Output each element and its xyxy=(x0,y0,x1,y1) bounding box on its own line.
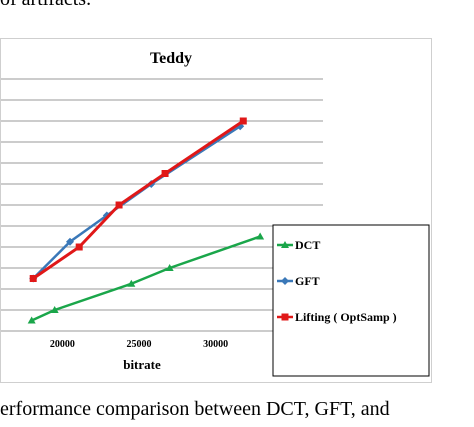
x-tick-label: 30000 xyxy=(203,339,228,350)
data-point xyxy=(256,232,265,240)
data-point xyxy=(165,264,174,271)
teddy-line-chart: Teddy 20000250003000035000 bitrate DCTGF… xyxy=(1,50,430,377)
text-above-chart: of artifacts. xyxy=(0,0,91,11)
data-point xyxy=(66,237,74,246)
legend-marker xyxy=(281,313,289,321)
legend-label: GFT xyxy=(295,274,320,288)
data-point xyxy=(27,316,36,324)
caption-fragment: erformance comparison between DCT, GFT, … xyxy=(0,398,390,420)
legend-label: DCT xyxy=(295,238,320,252)
data-point xyxy=(75,243,83,251)
chart-title: Teddy xyxy=(150,50,192,67)
x-tick-labels: 20000250003000035000 xyxy=(50,339,305,350)
legend-marker xyxy=(281,277,289,285)
legend: DCT GFT Lifting ( OptSamp ) xyxy=(272,224,430,377)
gridlines xyxy=(1,78,323,332)
series-lines xyxy=(27,117,265,324)
data-point xyxy=(50,306,59,313)
series-0 xyxy=(27,232,265,324)
series-line xyxy=(31,235,261,322)
chart-frame: Teddy 20000250003000035000 bitrate DCTGF… xyxy=(0,38,432,383)
x-tick-label: 25000 xyxy=(127,339,152,350)
legend-box xyxy=(272,224,430,377)
x-tick-label: 20000 xyxy=(50,339,75,350)
data-point xyxy=(127,279,136,287)
series-2 xyxy=(29,117,247,282)
legend-label: Lifting ( OptSamp ) xyxy=(295,310,397,324)
data-point xyxy=(161,170,169,177)
legend-marker xyxy=(281,241,289,248)
x-axis-title: bitrate xyxy=(123,357,161,372)
data-point xyxy=(29,275,37,282)
data-point xyxy=(239,117,247,125)
data-point xyxy=(115,201,123,209)
